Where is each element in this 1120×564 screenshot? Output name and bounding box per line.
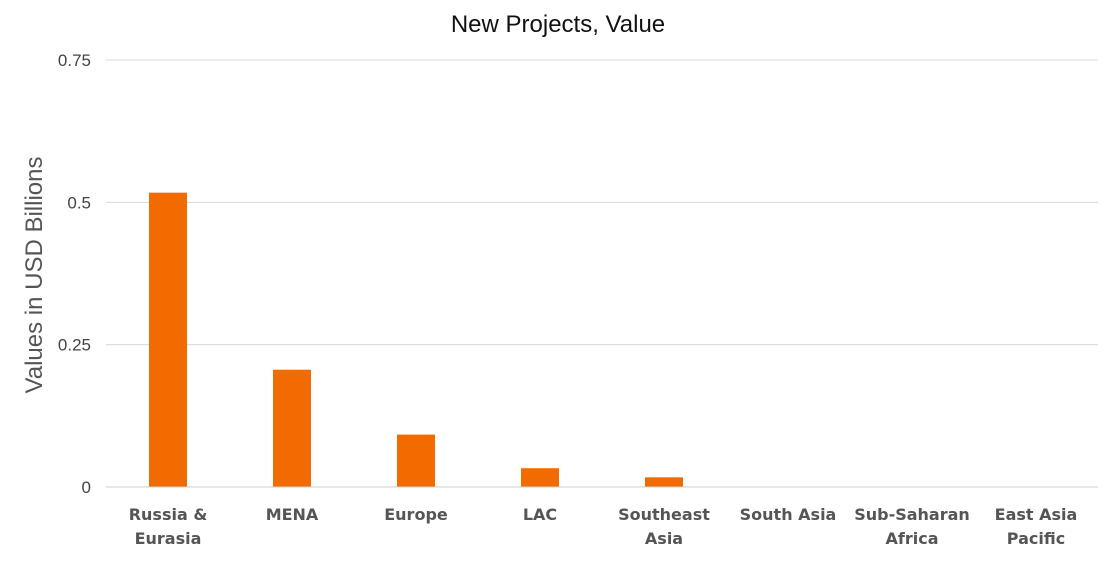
y-tick-label: 0.25 <box>58 336 91 355</box>
x-tick-label-line: South Asia <box>740 505 837 524</box>
bar <box>149 192 187 487</box>
bar <box>273 369 311 487</box>
y-axis-ticks: 0 0.25 0.5 0.75 <box>58 51 91 497</box>
x-axis-ticks: Russia & Eurasia MENA Europe LAC Southeast Asi… <box>129 505 1078 548</box>
y-axis-label: Values in USD Billions <box>21 157 48 394</box>
x-tick-label: Europe <box>384 505 448 524</box>
chart-title: New Projects, Value <box>451 11 665 38</box>
bar <box>645 477 683 487</box>
x-tick-label: MENA <box>266 505 319 524</box>
x-tick-label-line: MENA <box>266 505 319 524</box>
gridlines <box>106 59 1098 346</box>
x-tick-label-line: Sub-Saharan <box>854 505 970 524</box>
x-tick-label-line: Africa <box>886 529 939 548</box>
x-tick-label: Sub-Saharan Africa <box>854 505 970 548</box>
x-tick-label-line: East Asia <box>995 505 1078 524</box>
x-tick-label-line: LAC <box>523 505 557 524</box>
x-tick-label: East Asia Pacific <box>995 505 1078 548</box>
x-tick-label: South Asia <box>740 505 837 524</box>
y-tick-label: 0.75 <box>58 51 91 70</box>
x-tick-label: Southeast Asia <box>618 505 710 548</box>
bar <box>521 468 559 487</box>
x-tick-label-line: Russia & <box>129 505 208 524</box>
bar <box>397 434 435 487</box>
x-tick-label: LAC <box>523 505 557 524</box>
x-tick-label-line: Asia <box>645 529 683 548</box>
x-tick-label-line: Eurasia <box>135 529 202 548</box>
x-tick-label: Russia & Eurasia <box>129 505 208 548</box>
x-tick-label-line: Pacific <box>1007 529 1065 548</box>
x-tick-label-line: Europe <box>384 505 448 524</box>
y-tick-label: 0 <box>82 478 91 497</box>
x-tick-label-line: Southeast <box>618 505 710 524</box>
bars <box>149 192 683 487</box>
y-tick-label: 0.5 <box>67 193 91 212</box>
